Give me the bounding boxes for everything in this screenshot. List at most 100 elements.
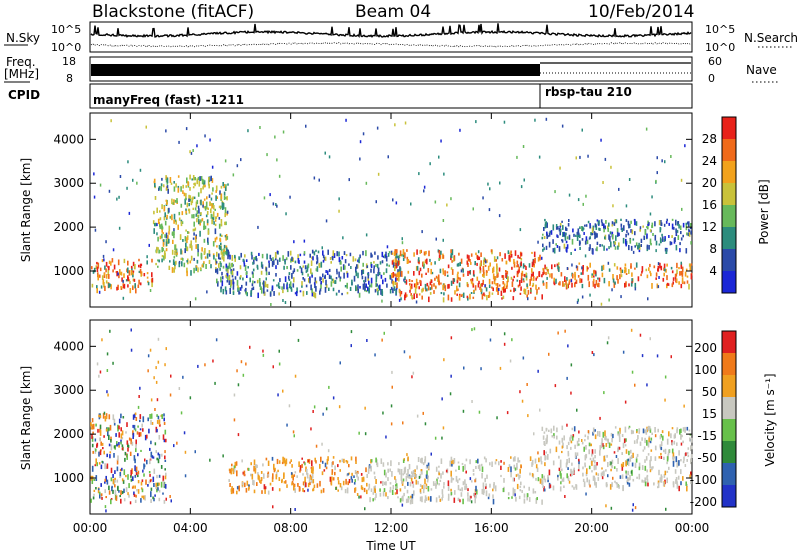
scatter-cell xyxy=(401,271,403,277)
scatter-cell xyxy=(684,464,687,467)
scatter-cell xyxy=(586,468,588,474)
scatter-cell xyxy=(322,412,324,416)
scatter-cell xyxy=(228,262,231,269)
scatter-cell xyxy=(418,475,421,479)
scatter-cell xyxy=(243,263,246,267)
scatter-cell xyxy=(673,440,676,445)
scatter-cell xyxy=(181,211,184,216)
scatter-cell xyxy=(455,469,457,472)
scatter-cell xyxy=(311,288,313,293)
scatter-cell xyxy=(627,477,630,481)
scatter-cell xyxy=(463,366,465,370)
scatter-cell xyxy=(338,257,341,263)
scatter-cell xyxy=(612,204,614,208)
scatter-cell xyxy=(631,462,634,467)
scatter-cell xyxy=(197,252,199,257)
scatter-cell xyxy=(100,285,103,289)
scatter-cell xyxy=(319,463,321,469)
scatter-cell xyxy=(339,276,342,279)
scatter-cell xyxy=(360,473,363,476)
scatter-cell xyxy=(184,198,186,205)
scatter-cell xyxy=(261,490,263,494)
scatter-cell xyxy=(630,245,633,251)
scatter-cell xyxy=(379,284,381,290)
scatter-cell xyxy=(206,207,208,210)
scatter-cell xyxy=(149,348,152,352)
scatter-cell xyxy=(219,267,221,271)
scatter-cell xyxy=(578,234,581,237)
scatter-cell xyxy=(577,198,580,202)
scatter-cell xyxy=(278,174,281,178)
scatter-cell xyxy=(587,430,590,434)
scatter-cell xyxy=(193,182,195,186)
scatter-cell xyxy=(506,270,509,275)
scatter-cell xyxy=(435,275,438,279)
scatter-cell xyxy=(584,465,586,468)
scatter-cell xyxy=(687,221,689,225)
scatter-cell xyxy=(236,490,238,495)
scatter-cell xyxy=(515,496,517,502)
scatter-cell xyxy=(594,223,597,228)
scatter-cell xyxy=(134,465,136,471)
scatter-cell xyxy=(615,235,617,241)
scatter-cell xyxy=(122,416,125,419)
scatter-cell xyxy=(316,261,318,265)
scatter-cell xyxy=(608,234,610,240)
scatter-cell xyxy=(664,268,666,272)
scatter-cell xyxy=(266,253,268,260)
scatter-cell xyxy=(608,268,611,272)
scatter-cell xyxy=(404,485,406,489)
scatter-cell xyxy=(233,393,236,397)
scatter-cell xyxy=(450,374,452,378)
scatter-cell xyxy=(95,458,97,465)
scatter-cell xyxy=(482,279,484,285)
scatter-cell xyxy=(618,436,621,442)
scatter-cell xyxy=(301,463,303,468)
scatter-cell xyxy=(168,225,171,232)
scatter-cell xyxy=(516,260,519,265)
scatter-cell xyxy=(679,225,682,230)
scatter-cell xyxy=(450,197,452,201)
scatter-cell xyxy=(281,286,283,290)
scatter-cell xyxy=(574,248,576,251)
scatter-cell xyxy=(331,461,333,468)
scatter-cell xyxy=(383,469,386,476)
scatter-cell xyxy=(682,222,685,228)
scatter-cell xyxy=(676,483,679,489)
scatter-cell xyxy=(496,265,498,271)
scatter-cell xyxy=(189,243,191,249)
scatter-cell xyxy=(513,464,516,469)
scatter-cell xyxy=(306,291,308,295)
scatter-cell xyxy=(137,284,140,288)
scatter-cell xyxy=(231,486,233,489)
scatter-cell xyxy=(636,431,638,434)
scatter-cell xyxy=(161,453,163,457)
scatter-cell xyxy=(516,463,518,469)
scatter-cell xyxy=(111,258,114,263)
scatter-cell xyxy=(479,270,481,274)
scatter-cell xyxy=(236,486,239,490)
scatter-cell xyxy=(559,166,561,170)
scatter-cell xyxy=(644,459,646,463)
scatter-cell xyxy=(642,449,645,452)
scatter-cell xyxy=(188,198,190,202)
scatter-cell xyxy=(332,396,335,400)
scatter-cell xyxy=(244,482,246,488)
scatter-cell xyxy=(132,432,135,437)
scatter-cell xyxy=(567,283,569,289)
scatter-cell xyxy=(568,219,570,222)
scatter-cell xyxy=(189,197,192,201)
scatter-cell xyxy=(137,474,139,478)
scatter-cell xyxy=(194,450,196,454)
scatter-cell xyxy=(241,284,243,289)
scatter-cell xyxy=(559,486,562,492)
scatter-cell xyxy=(173,181,175,184)
scatter-cell xyxy=(409,283,411,286)
scatter-cell xyxy=(442,297,445,303)
scatter-cell xyxy=(320,489,323,494)
scatter-cell xyxy=(545,117,548,121)
scatter-cell xyxy=(557,331,559,335)
scatter-cell xyxy=(90,498,92,503)
scatter-cell xyxy=(476,262,478,266)
scatter-cell xyxy=(541,499,543,505)
